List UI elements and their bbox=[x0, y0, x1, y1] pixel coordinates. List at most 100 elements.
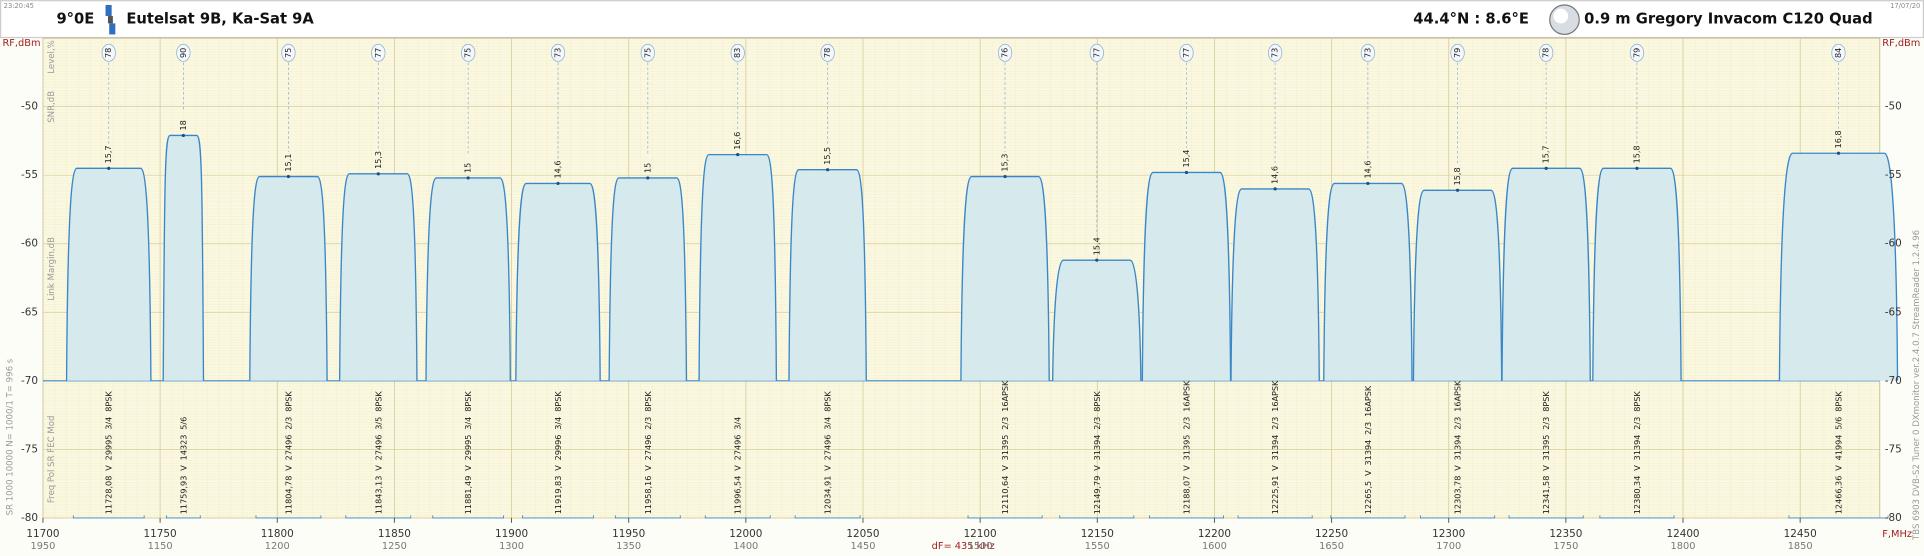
carrier-mod: 8PSK bbox=[103, 391, 113, 412]
carrier-pol: V bbox=[1541, 465, 1551, 471]
carrier-freq-label: 12149,79 bbox=[1091, 476, 1101, 515]
carrier-pol: V bbox=[463, 465, 473, 471]
satellite-name: Eutelsat 9B, Ka-Sat 9A bbox=[126, 11, 314, 28]
x-tick-label: 12200 bbox=[1198, 528, 1231, 540]
carrier-fec: 3/4 bbox=[103, 417, 113, 430]
if-tick-label: 1250 bbox=[382, 541, 407, 552]
carrier-sr: 29996 bbox=[552, 435, 562, 461]
level-bubble bbox=[461, 43, 476, 62]
carrier-freq-label: 12341,58 bbox=[1541, 476, 1551, 515]
y-tick-label-right: -50 bbox=[1885, 101, 1902, 113]
if-tick-label: 1950 bbox=[30, 541, 55, 552]
level-bubble bbox=[1539, 43, 1554, 62]
carrier-mod: 8PSK bbox=[552, 391, 562, 412]
peak-dot bbox=[181, 133, 185, 138]
carrier-info: 12225,91 V 31394 2/3 16APSK bbox=[1270, 380, 1280, 514]
level-label: 77 bbox=[373, 48, 383, 58]
carrier-fec: 5/6 bbox=[178, 417, 188, 430]
bandwidth-bracket bbox=[345, 515, 412, 519]
peak-dot bbox=[1455, 188, 1460, 192]
carrier-fec: 2/3 bbox=[1362, 422, 1372, 435]
carrier-pol: V bbox=[642, 465, 652, 471]
orbital-position: 9°0E bbox=[56, 11, 94, 28]
carrier-info: 11996,54 V 27496 3/4 bbox=[732, 417, 742, 515]
snr-label: 15 bbox=[463, 163, 473, 173]
carrier-pol: V bbox=[283, 465, 293, 471]
x-tick-label: 11800 bbox=[261, 528, 294, 540]
carrier-sr: 31394 bbox=[1091, 435, 1101, 461]
carrier-mod: 16APSK bbox=[1362, 385, 1372, 417]
snr-label: 16,6 bbox=[732, 132, 742, 150]
carrier-freq-label: 11759,93 bbox=[178, 476, 188, 515]
bandwidth-bracket bbox=[1508, 515, 1584, 519]
x-tick-label: 11750 bbox=[144, 528, 177, 540]
peak-dot bbox=[376, 172, 380, 176]
carrier-fec: 3/4 bbox=[552, 417, 562, 430]
carrier-sr: 27496 bbox=[732, 435, 742, 461]
carrier-info: 11728,08 V 29995 3/4 8PSK bbox=[103, 391, 113, 515]
peak-dot bbox=[1635, 166, 1639, 170]
snr-label: 15,7 bbox=[103, 145, 113, 163]
bandwidth-bracket bbox=[1420, 515, 1496, 519]
carrier-fill bbox=[1230, 188, 1320, 381]
snr-label: 15,8 bbox=[1631, 145, 1641, 163]
if-tick-label: 1200 bbox=[265, 541, 290, 552]
x-tick-label: 12100 bbox=[964, 528, 997, 540]
resolution-note: dF= 435 kHz bbox=[932, 541, 995, 552]
y-tick-label: -65 bbox=[21, 306, 38, 318]
carrier-info: 11759,93 V 14323 5/6 bbox=[178, 417, 188, 515]
if-tick-label: 1550 bbox=[1085, 541, 1110, 552]
row-label: Link Margin,dB bbox=[47, 237, 57, 301]
snr-label: 15,3 bbox=[1000, 154, 1010, 172]
carrier-freq-label: 11804,78 bbox=[283, 476, 293, 515]
carrier-fill bbox=[1779, 153, 1898, 381]
carrier-mod: 8PSK bbox=[1631, 391, 1641, 412]
carrier-pol: V bbox=[1000, 465, 1010, 471]
level-label: 78 bbox=[103, 48, 113, 58]
carrier-fill bbox=[1502, 168, 1591, 381]
time: 23:20:45 bbox=[4, 2, 34, 10]
carrier-pol: V bbox=[552, 465, 562, 471]
carrier-pol: V bbox=[822, 465, 832, 471]
carrier-info: 12149,79 V 31394 2/3 8PSK bbox=[1091, 391, 1101, 515]
level-label: 84 bbox=[1833, 48, 1843, 58]
x-axis-label: F,MHz bbox=[1882, 529, 1912, 540]
carrier-fec: 2/3 bbox=[1631, 417, 1641, 430]
y-tick-label-right: -75 bbox=[1885, 443, 1902, 455]
carrier-fec: 2/3 bbox=[642, 417, 652, 430]
bandwidth-bracket bbox=[72, 515, 145, 519]
carrier-info: 12341,58 V 31395 2/3 8PSK bbox=[1541, 391, 1551, 515]
carrier-pol: V bbox=[1362, 470, 1372, 476]
carrier-freq-label: 11958,16 bbox=[642, 476, 652, 515]
carrier-sr: 31395 bbox=[1541, 435, 1551, 461]
if-tick-label: 1300 bbox=[499, 541, 524, 552]
column-labels: Freq Pol SR FEC Mod bbox=[47, 416, 57, 504]
carrier-fec: 5/6 bbox=[1833, 417, 1843, 430]
y-axis-label: RF,dBm bbox=[2, 38, 40, 49]
carrier-fec: 2/3 bbox=[1091, 417, 1101, 430]
carrier-fec: 2/3 bbox=[283, 417, 293, 430]
peak-dot bbox=[107, 166, 111, 170]
peak-dot bbox=[1184, 170, 1189, 175]
level-bubble bbox=[1179, 43, 1194, 62]
carrier-fill bbox=[1052, 260, 1141, 381]
snr-label: 15,4 bbox=[1181, 150, 1191, 168]
y-tick-label-right: -65 bbox=[1885, 306, 1902, 318]
if-tick-label: 1800 bbox=[1671, 541, 1696, 552]
bandwidth-bracket bbox=[614, 515, 681, 519]
carrier-info: 11958,16 V 27496 2/3 8PSK bbox=[642, 391, 652, 515]
carrier-sr: 31394 bbox=[1452, 435, 1462, 461]
carrier-sr: 27496 bbox=[822, 435, 832, 461]
carrier-mod: 16APSK bbox=[1000, 380, 1010, 412]
carrier-fill bbox=[1592, 168, 1682, 381]
level-label: 75 bbox=[463, 48, 473, 58]
carrier-freq-label: 12265,5 bbox=[1362, 481, 1372, 514]
bandwidth-bracket bbox=[255, 515, 322, 519]
level-bubble bbox=[176, 43, 191, 62]
bandwidth-bracket bbox=[967, 515, 1043, 519]
carrier-sr: 29995 bbox=[103, 435, 113, 461]
carrier-fill bbox=[609, 177, 687, 381]
carrier-fill bbox=[1323, 183, 1413, 381]
date: 17/07/20 bbox=[1890, 2, 1920, 10]
